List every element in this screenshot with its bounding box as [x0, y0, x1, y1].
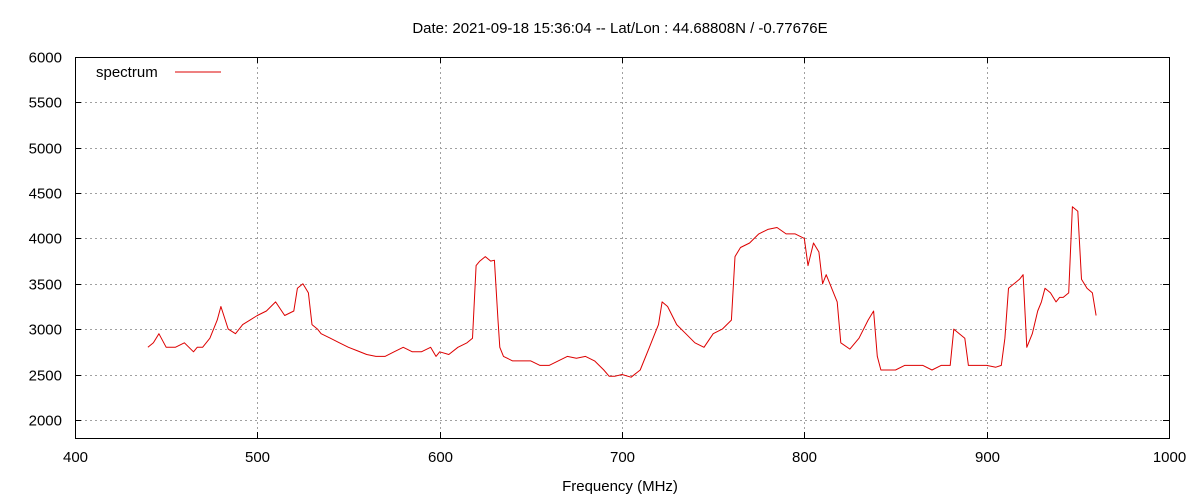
y-tick-label: 5500 [29, 95, 62, 112]
series-layer [147, 206, 1097, 378]
x-tick-label: 1000 [1153, 449, 1186, 466]
x-tick-label: 900 [975, 449, 1000, 466]
x-tick-label: 700 [610, 449, 635, 466]
chart-title: Date: 2021-09-18 15:36:04 -- Lat/Lon : 4… [412, 20, 827, 37]
legend-label-spectrum: spectrum [96, 64, 158, 81]
y-tick-label: 6000 [29, 50, 62, 67]
x-tick-label: 800 [792, 449, 817, 466]
x-axis-label: Frequency (MHz) [562, 478, 678, 495]
y-tick-label: 2000 [29, 413, 62, 430]
y-tick-label: 2500 [29, 368, 62, 385]
grid [75, 57, 1169, 438]
y-tick-label: 3500 [29, 277, 62, 294]
x-tick-label: 400 [63, 449, 88, 466]
series-line-spectrum [147, 206, 1097, 378]
x-tick-label: 500 [245, 449, 270, 466]
y-tick-label: 4500 [29, 186, 62, 203]
x-tick-label: 600 [428, 449, 453, 466]
y-tick-label: 5000 [29, 141, 62, 158]
y-tick-label: 3000 [29, 322, 62, 339]
legend: spectrum [96, 64, 221, 81]
y-tick-label: 4000 [29, 231, 62, 248]
axis-ticks: 400 500 600 700 800 900 1000 2000 2500 3000 3500 40… [29, 50, 1187, 467]
